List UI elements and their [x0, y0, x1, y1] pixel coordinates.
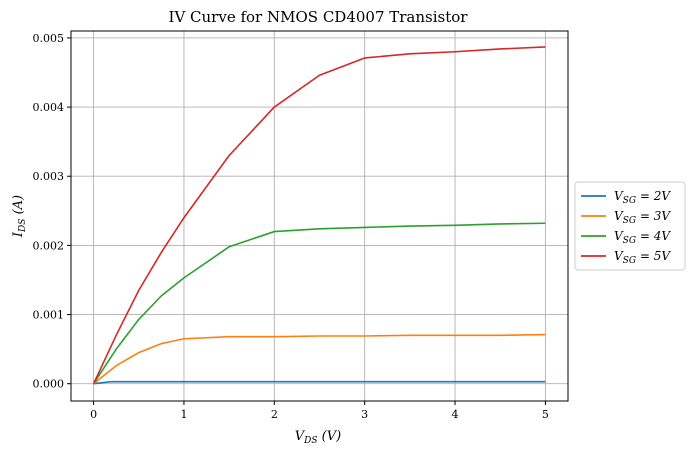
y-tick-label: 0.002	[33, 239, 65, 252]
series-line-2	[93, 333, 546, 385]
chart-title: IV Curve for NMOS CD4007 Transistor	[169, 8, 469, 26]
x-tick-label: 0	[90, 408, 97, 421]
series-line-3	[92, 222, 546, 385]
grid-layer	[71, 31, 568, 401]
x-tick-label: 2	[271, 408, 278, 421]
tick-layer: 0 1 2 3 4 5 0.000 0.001 0.002 0.003 0.004 0.005	[33, 32, 549, 421]
y-tick-label: 0.000	[33, 378, 65, 391]
plot-frame	[70, 30, 569, 402]
legend: VSG = 2V VSG = 3V VSG = 4V VSG = 5V	[574, 181, 686, 271]
x-axis-label: VDS (V)	[295, 429, 341, 446]
legend-label-3: VSG = 4V	[614, 229, 671, 246]
legend-label-2: VSG = 3V	[614, 209, 671, 226]
series-line-1	[93, 380, 546, 385]
x-tick-label: 3	[361, 408, 368, 421]
y-axis-label: IDS (A)	[11, 195, 28, 238]
y-tick-label: 0.001	[33, 309, 65, 322]
series-layer	[92, 46, 546, 385]
x-tick-label: 5	[542, 408, 549, 421]
x-tick-label: 1	[180, 408, 187, 421]
y-tick-label: 0.003	[33, 170, 65, 183]
legend-frame	[574, 181, 686, 271]
series-line-4	[92, 46, 546, 385]
y-tick-label: 0.005	[33, 32, 65, 45]
x-tick-label: 4	[452, 408, 459, 421]
y-tick-label: 0.004	[33, 101, 65, 114]
legend-label-4: VSG = 5V	[614, 249, 671, 266]
legend-label-1: VSG = 2V	[614, 189, 671, 206]
